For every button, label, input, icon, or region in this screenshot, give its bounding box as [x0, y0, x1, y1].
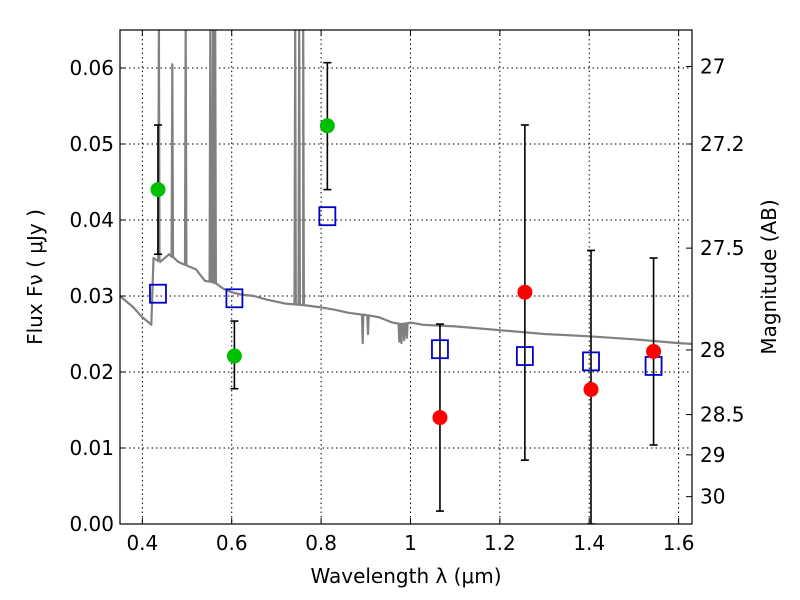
- x-tick-label: 1: [404, 531, 417, 555]
- right-tick-label: 29: [700, 443, 725, 467]
- right-tick-label: 28.5: [700, 403, 745, 427]
- x-tick-label: 1.2: [484, 531, 516, 555]
- observed-point-red: [646, 343, 662, 359]
- observed-point-green: [150, 182, 166, 198]
- y-tick-label: 0.01: [69, 436, 114, 460]
- y-tick-label: 0.03: [69, 284, 114, 308]
- observed-point-green: [226, 348, 242, 364]
- y-tick-label: 0.06: [69, 56, 114, 80]
- right-tick-label: 27: [700, 54, 725, 78]
- model-point: [149, 283, 167, 304]
- observed-point-red: [583, 381, 599, 397]
- y-tick-label: 0.02: [69, 360, 114, 384]
- model-spectrum-line: [120, 30, 692, 345]
- tick-layer: 0.4 0.6 0.8 1 1.2 1.4 1.6 0.00 0.01 0.02 0.03 0.04 0…: [69, 30, 745, 555]
- right-tick-label: 28: [700, 338, 725, 362]
- plot-frame: [119, 29, 693, 525]
- grid-layer: [120, 30, 692, 524]
- observed-point-green: [319, 118, 335, 134]
- model-spectrum-layer: [120, 30, 692, 345]
- marker-layer: [149, 118, 663, 426]
- model-point: [431, 339, 449, 360]
- y-tick-label: 0.05: [69, 132, 114, 156]
- observed-point-red: [517, 284, 533, 300]
- x-axis-label: Wavelength λ (μm): [310, 564, 501, 588]
- model-point: [515, 346, 534, 366]
- errorbar-layer: [153, 61, 658, 524]
- model-point: [225, 288, 244, 309]
- x-tick-label: 1.6: [663, 531, 695, 555]
- right-tick-label: 27.2: [700, 132, 745, 156]
- label-layer: Wavelength λ (μm) Flux Fν ( μJy ) Magnit…: [23, 199, 781, 588]
- x-tick-label: 1.4: [573, 531, 605, 555]
- right-tick-label: 27.5: [700, 236, 745, 260]
- model-point: [582, 351, 600, 372]
- observed-point-red: [432, 410, 448, 426]
- y-tick-label: 0.00: [69, 512, 114, 536]
- y-tick-label: 0.04: [69, 208, 114, 232]
- x-tick-label: 0.6: [216, 531, 248, 555]
- x-tick-label: 0.8: [305, 531, 337, 555]
- model-point: [318, 206, 337, 227]
- x-tick-label: 0.4: [126, 531, 158, 555]
- y-axis-label-right: Magnitude (AB): [757, 199, 781, 354]
- y-axis-label-left: Flux Fν ( μJy ): [23, 209, 47, 345]
- right-tick-label: 30: [700, 485, 725, 509]
